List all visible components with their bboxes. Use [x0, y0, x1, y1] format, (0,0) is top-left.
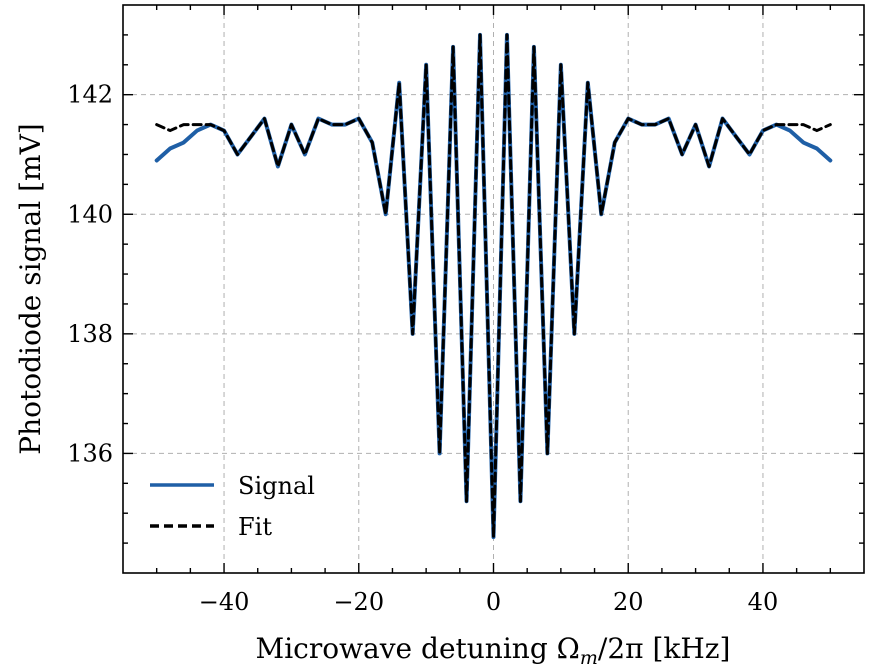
- legend: Signal Fit: [150, 472, 315, 541]
- x-axis-label: Microwave detuning Ωm/2π [kHz]: [256, 632, 731, 669]
- legend-signal-label: Signal: [238, 472, 315, 500]
- y-tick-label: 142: [67, 81, 113, 109]
- x-tick-label: 0: [486, 588, 501, 616]
- grid: [123, 5, 864, 573]
- y-tick-label: 136: [67, 439, 113, 467]
- plot-area: [154, 32, 833, 540]
- y-tick-label: 138: [67, 320, 113, 348]
- tick-labels: −40 −20 0 20 40 136 138 140 142: [67, 81, 778, 616]
- x-tick-label: 40: [748, 588, 779, 616]
- x-tick-label: −40: [199, 588, 250, 616]
- legend-fit-label: Fit: [238, 513, 272, 541]
- ticks: [123, 5, 864, 573]
- series-layer: [154, 32, 833, 540]
- x-tick-label: −20: [333, 588, 384, 616]
- series-line-fit: [155, 33, 832, 539]
- y-tick-label: 140: [67, 200, 113, 228]
- x-tick-label: 20: [613, 588, 644, 616]
- y-axis-label: Photodiode signal [mV]: [14, 123, 47, 454]
